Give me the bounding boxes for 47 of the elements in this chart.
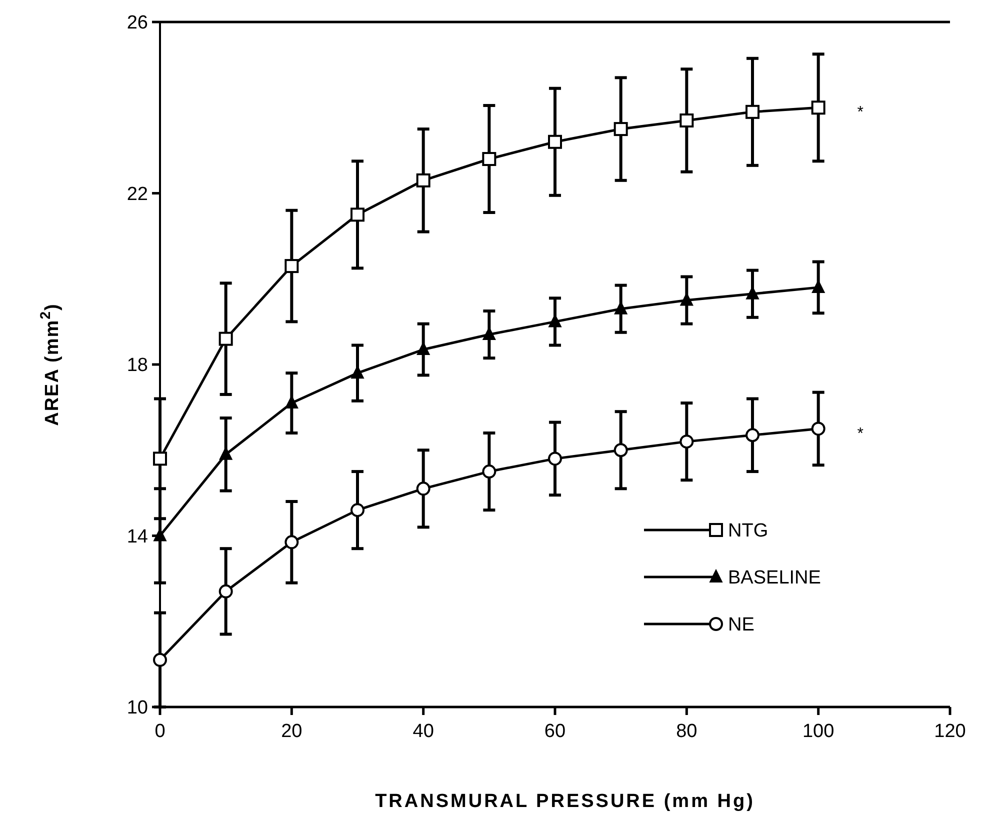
x-tick-label: 100 — [802, 721, 834, 742]
point — [416, 342, 430, 356]
x-tick-label: 120 — [934, 721, 966, 742]
x-tick-label: 80 — [676, 721, 698, 742]
x-tick-label: 60 — [544, 721, 566, 742]
point — [746, 104, 760, 119]
legend-label: BASELINE — [728, 568, 821, 589]
x-tick-label: 40 — [412, 721, 434, 742]
point — [285, 396, 298, 409]
point — [284, 535, 299, 550]
legend-label: NE — [728, 614, 754, 636]
point — [811, 100, 826, 115]
y-tick-label: 22 — [126, 184, 148, 205]
point — [811, 422, 826, 436]
y-tick-label: 26 — [126, 12, 148, 34]
point — [218, 584, 233, 598]
point — [482, 327, 496, 340]
annotation: * — [857, 104, 864, 122]
point — [350, 208, 364, 222]
y-tick-label: 14 — [126, 526, 148, 548]
point — [416, 173, 430, 188]
point — [153, 652, 167, 667]
point — [153, 452, 167, 466]
point — [284, 259, 299, 274]
point — [219, 446, 232, 460]
point — [680, 434, 694, 449]
legend-label: NTG — [728, 520, 768, 542]
point — [680, 292, 694, 306]
point — [614, 443, 628, 458]
point — [812, 280, 825, 293]
x-axis-title: TRANSMURAL PRESSURE (mm Hg) — [375, 791, 755, 812]
y-tick-label: 18 — [126, 355, 148, 376]
point — [482, 152, 496, 166]
point — [218, 332, 233, 346]
x-tick-label: 20 — [281, 721, 302, 742]
point — [350, 503, 364, 518]
x-tick-label: 0 — [154, 721, 166, 742]
annotation: * — [857, 425, 864, 442]
point — [614, 301, 628, 314]
point — [482, 464, 496, 479]
point — [416, 482, 430, 496]
point — [746, 428, 760, 442]
point — [614, 122, 628, 136]
y-tick-label: 10 — [126, 698, 148, 719]
point — [548, 452, 562, 466]
point — [548, 134, 562, 149]
point — [680, 113, 694, 128]
